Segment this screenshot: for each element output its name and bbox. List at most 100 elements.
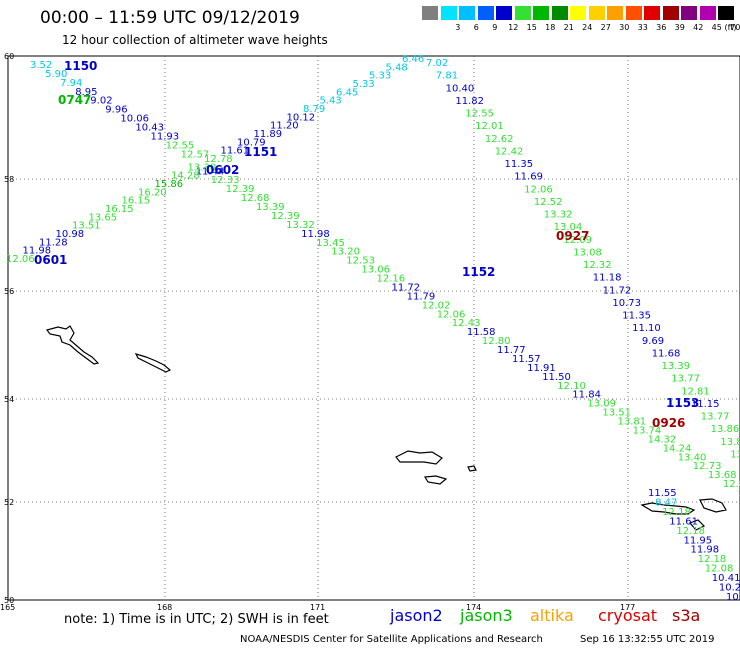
wave-height-label: 12.06 (6, 254, 35, 265)
lon-label: 177 (620, 603, 635, 612)
wave-height-label: 7.81 (436, 71, 458, 82)
wave-height-label: 13.08 (573, 247, 602, 258)
lat-label: 50 (4, 596, 14, 605)
scale-swatch (477, 6, 494, 20)
pass-time-label: 0602 (206, 163, 239, 177)
wave-height-label: 5.48 (386, 62, 408, 73)
wave-height-label: 8.47 (655, 498, 677, 509)
island-outline (467, 465, 477, 472)
wave-height-label: 11.58 (467, 327, 496, 338)
wave-height-label: 13.74 (633, 425, 662, 436)
wave-height-label: 9.69 (642, 336, 664, 347)
wave-height-label: 11.57 (512, 354, 541, 365)
lon-label: 168 (157, 603, 172, 612)
wave-height-label: 13.24 (738, 488, 740, 499)
wave-height-label: 14.28 (171, 171, 200, 182)
wave-height-label: 13.65 (89, 212, 118, 223)
scale-swatch (681, 6, 697, 20)
wave-height-label: 11.18 (593, 273, 622, 284)
wave-height-label: 12.08 (705, 564, 734, 575)
wave-height-label: 12.39 (271, 211, 300, 222)
wave-height-label: 12.06 (524, 184, 553, 195)
scale-swatch (533, 6, 549, 20)
scale-label: 30 (619, 23, 630, 32)
scale-label: 3 (455, 23, 461, 32)
wave-height-label: 12.39 (226, 184, 255, 195)
wave-height-label: 11.50 (542, 372, 571, 383)
wave-height-label: 6.45 (336, 87, 358, 98)
wave-height-label: 11.84 (572, 390, 601, 401)
island-outline (699, 498, 727, 513)
wave-height-label: 11.35 (505, 159, 534, 170)
wave-height-label: 13.51 (602, 408, 631, 419)
wave-height-label: 11.72 (392, 283, 421, 294)
altimeter-tracks: 3.525.907.948.959.029.9610.0610.4311.931… (6, 54, 740, 603)
legend-jason2: jason2 (390, 606, 443, 625)
wave-height-label: 13.39 (256, 202, 285, 213)
wave-height-label: 14.24 (663, 443, 692, 454)
wave-height-label: 13.39 (662, 361, 691, 372)
scale-label: 27 (600, 23, 611, 32)
wave-height-label: 12.32 (583, 260, 612, 271)
scale-swatch (588, 6, 605, 20)
lon-label: 171 (310, 603, 325, 612)
wave-height-label: 13.06 (361, 265, 390, 276)
scale-label: 12 (508, 23, 519, 32)
wave-height-label: 14.32 (648, 434, 677, 445)
land-outlines (45, 325, 727, 531)
wave-height-label: 10.43 (135, 123, 164, 134)
wave-height-label: 11.79 (407, 291, 436, 302)
lat-label: 54 (4, 395, 14, 404)
scale-label: 15 (526, 23, 537, 32)
island-outline (640, 502, 696, 515)
wave-height-label: 5.43 (320, 96, 342, 107)
wave-height-label: 12.18 (676, 526, 705, 537)
scale-label: 21 (563, 23, 574, 32)
scale-swatch (570, 6, 586, 20)
wave-height-label: 13.40 (678, 452, 707, 463)
wave-height-label: 11.44 (196, 166, 225, 177)
lat-label: 56 (4, 287, 14, 296)
wave-height-label: 11.98 (691, 545, 720, 556)
scale-label: 33 (637, 23, 648, 32)
wave-height-label: 10.41 (712, 573, 740, 584)
map-subtitle: 12 hour collection of altimeter wave hei… (62, 33, 328, 47)
wave-height-label: 12.52 (534, 197, 563, 208)
wave-height-label: 11.91 (527, 363, 556, 374)
wave-height-label: 10.98 (56, 229, 85, 240)
pass-time-label: 0926 (652, 416, 685, 430)
wave-height-label: 11.98 (301, 229, 330, 240)
wave-height-label: 13.04 (554, 222, 583, 233)
wave-height-label: 12.02 (422, 300, 451, 311)
wave-height-label: 10.40 (446, 83, 475, 94)
map-title: 00:00 – 11:59 UTC 09/12/2019 (40, 8, 300, 28)
wave-height-label: 16.15 (105, 204, 134, 215)
wave-height-label: 11.72 (603, 285, 632, 296)
wave-height-label: 10.12 (287, 112, 316, 123)
scale-swatch (699, 6, 716, 20)
pass-time-label: 1151 (244, 145, 277, 159)
pass-time-label: 0601 (34, 253, 67, 267)
wave-height-label: 10.73 (612, 298, 641, 309)
wave-height-label: 11.10 (632, 323, 661, 334)
wave-height-label: 11.15 (691, 399, 720, 410)
scale-label: 42 (693, 23, 704, 32)
wave-height-label: 10.79 (237, 137, 266, 148)
wave-height-label: 12.09 (563, 235, 592, 246)
wave-height-label: 13.09 (587, 399, 616, 410)
wave-height-label: 8.79 (303, 104, 325, 115)
wave-height-label: 12.55 (166, 140, 195, 151)
wave-height-label: 13.77 (671, 374, 700, 385)
scale-swatch (514, 6, 531, 20)
wave-height-label: 11.82 (455, 96, 484, 107)
wave-height-label: 13.20 (331, 247, 360, 258)
scale-label: 18 (545, 23, 556, 32)
pass-time-label: 0747 (58, 93, 91, 107)
wave-height-label: 12.16 (377, 274, 406, 285)
wave-height-label: 12.18 (698, 554, 727, 565)
legend-altika: altika (530, 606, 574, 625)
wave-height-label: 13.80 (730, 449, 740, 460)
wave-height-label: 10.24 (726, 592, 740, 603)
scale-swatch (459, 6, 475, 20)
